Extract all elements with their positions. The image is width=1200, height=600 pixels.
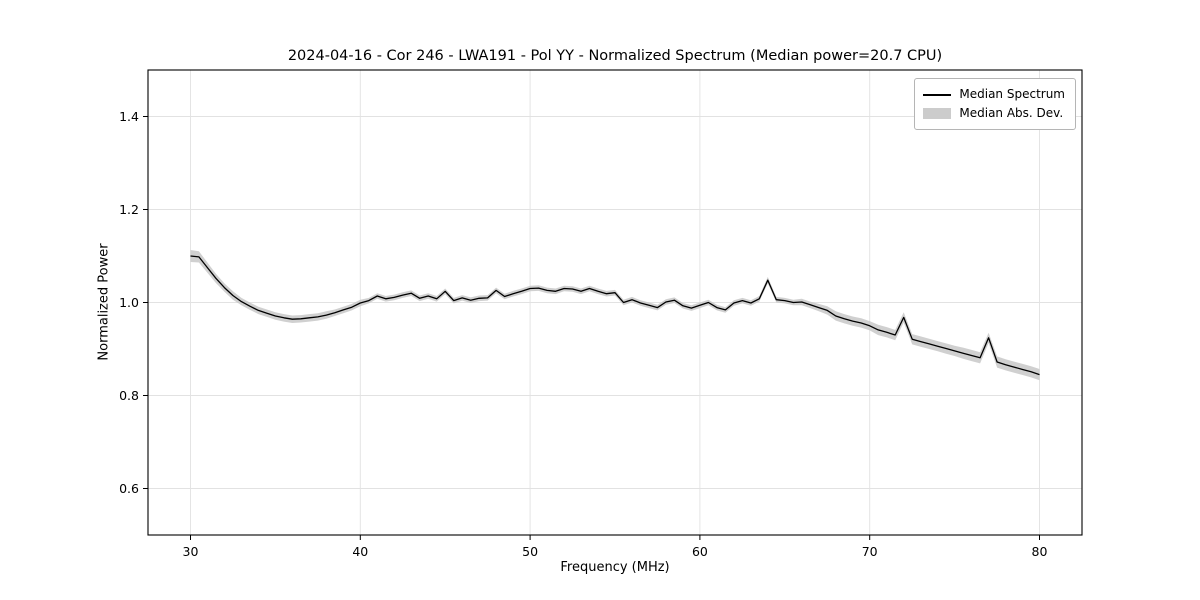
band-swatch-icon <box>923 108 952 119</box>
plot-title: 2024-04-16 - Cor 246 - LWA191 - Pol YY -… <box>287 48 943 64</box>
mad-band <box>190 250 1040 381</box>
y-tick-label: 1.0 <box>119 295 139 310</box>
line-swatch-icon <box>923 93 952 96</box>
y-tick-label: 1.4 <box>119 109 139 124</box>
x-tick-label: 50 <box>522 544 538 559</box>
legend: Median Spectrum Median Abs. Dev. <box>914 78 1076 130</box>
x-tick-label: 80 <box>1032 544 1048 559</box>
legend-label: Median Spectrum <box>959 87 1065 101</box>
y-tick-label: 0.8 <box>119 388 139 403</box>
x-tick-label: 70 <box>862 544 878 559</box>
legend-label: Median Abs. Dev. <box>959 106 1064 120</box>
legend-item-median-spectrum: Median Spectrum <box>923 85 1065 104</box>
y-tick-label: 0.6 <box>119 481 139 496</box>
x-tick-label: 40 <box>352 544 368 559</box>
legend-item-median-abs-dev: Median Abs. Dev. <box>923 104 1065 123</box>
x-tick-label: 60 <box>692 544 708 559</box>
x-tick-label: 30 <box>183 544 199 559</box>
x-axis-label: Frequency (MHz) <box>560 560 670 575</box>
median-spectrum-line <box>190 255 1040 376</box>
y-tick-label: 1.2 <box>119 202 139 217</box>
